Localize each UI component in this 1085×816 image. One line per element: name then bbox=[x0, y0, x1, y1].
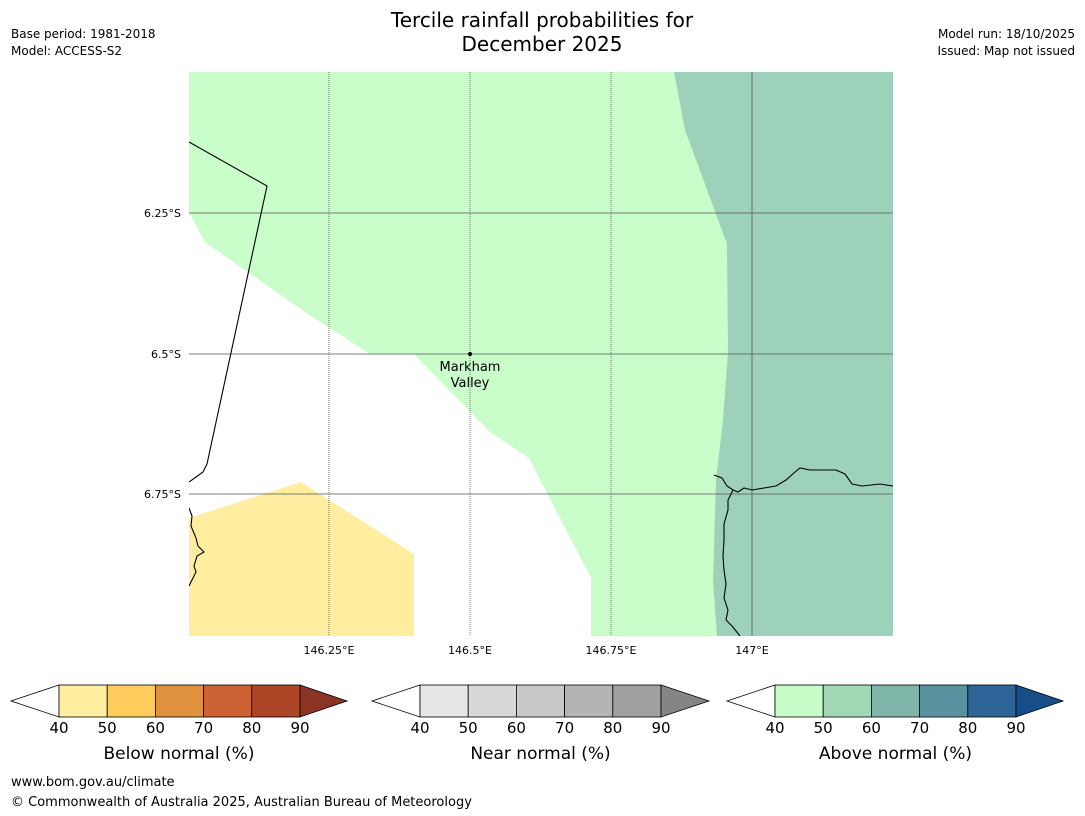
above-colorbar-high-extend bbox=[1015, 684, 1065, 718]
above-colorbar-tick-50: 50 bbox=[814, 719, 833, 737]
lon-label-147: 147°E bbox=[735, 644, 768, 657]
above-colorbar-tick-40: 40 bbox=[765, 719, 784, 737]
above-colorbar-low-extend bbox=[725, 684, 776, 718]
rainfall-map[interactable]: Markham Valley 6.25°S 6.5°S 6.75°S 146.2… bbox=[0, 0, 1085, 660]
lon-label-146-75: 146.75°E bbox=[586, 644, 637, 657]
boundaries bbox=[189, 141, 893, 636]
lat-label-6-25: 6.25°S bbox=[144, 207, 181, 220]
above-colorbar-tick-80: 80 bbox=[958, 719, 977, 737]
above-normal-title: Above normal (%) bbox=[818, 744, 973, 764]
below-colorbar-segment-80 bbox=[251, 684, 301, 718]
model-label: Model: ACCESS-S2 bbox=[11, 44, 123, 58]
above-colorbar-segment-40 bbox=[774, 684, 824, 718]
near-colorbar-segment-50 bbox=[467, 684, 517, 718]
above-colorbar-segment-70 bbox=[919, 684, 969, 718]
near-colorbar-segment-60 bbox=[516, 684, 566, 718]
below-colorbar-segment-70 bbox=[203, 684, 253, 718]
below-normal-title: Below normal (%) bbox=[103, 744, 255, 764]
below-colorbar-low-extend bbox=[9, 684, 60, 718]
below-colorbar-high-extend bbox=[299, 684, 349, 718]
above-colorbar: 40 50 60 70 80 90 bbox=[725, 684, 1065, 737]
near-colorbar-tick-70: 70 bbox=[555, 719, 574, 737]
near-colorbar-segment-70 bbox=[564, 684, 614, 718]
above-colorbar-tick-90: 90 bbox=[1006, 719, 1025, 737]
above-colorbar-segment-80 bbox=[967, 684, 1017, 718]
below-colorbar-tick-50: 50 bbox=[98, 719, 117, 737]
below-colorbar-segment-40 bbox=[58, 684, 108, 718]
lon-label-146-5: 146.5°E bbox=[448, 644, 492, 657]
issued-label: Issued: Map not issued bbox=[937, 44, 1075, 58]
base-period-label: Base period: 1981-2018 bbox=[11, 27, 156, 41]
above-colorbar-segment-60 bbox=[871, 684, 921, 718]
lon-label-146-25: 146.25°E bbox=[304, 644, 355, 657]
near-colorbar-low-extend bbox=[370, 684, 421, 718]
coastline-east bbox=[713, 467, 893, 493]
below-normal-40-region bbox=[189, 482, 414, 636]
below-colorbar-segment-60 bbox=[154, 684, 204, 718]
near-colorbar-tick-90: 90 bbox=[651, 719, 670, 737]
below-colorbar-tick-70: 70 bbox=[194, 719, 213, 737]
near-normal-title: Near normal (%) bbox=[470, 744, 611, 764]
meta-left: Base period: 1981-2018 Model: ACCESS-S2 bbox=[11, 26, 156, 60]
place-label-line-1: Markham bbox=[440, 360, 501, 375]
coastline-west bbox=[189, 507, 205, 587]
above-colorbar-segment-50 bbox=[822, 684, 872, 718]
below-colorbar-tick-90: 90 bbox=[290, 719, 309, 737]
near-colorbar: 40 50 60 70 80 90 bbox=[370, 684, 711, 737]
near-colorbar-segment-40 bbox=[419, 684, 469, 718]
lat-label-6-5: 6.5°S bbox=[151, 348, 181, 361]
province-boundary bbox=[189, 141, 268, 483]
lat-label-6-75: 6.75°S bbox=[144, 488, 181, 501]
near-colorbar-tick-60: 60 bbox=[507, 719, 526, 737]
model-run-label: Model run: 18/10/2025 bbox=[937, 27, 1075, 41]
near-colorbar-segment-80 bbox=[612, 684, 662, 718]
meta-right: Model run: 18/10/2025 Issued: Map not is… bbox=[937, 26, 1075, 60]
near-colorbar-tick-50: 50 bbox=[459, 719, 478, 737]
title-line-2: December 2025 bbox=[461, 32, 623, 56]
below-colorbar-tick-60: 60 bbox=[146, 719, 165, 737]
near-colorbar-tick-80: 80 bbox=[603, 719, 622, 737]
above-colorbar-tick-60: 60 bbox=[862, 719, 881, 737]
near-colorbar-tick-40: 40 bbox=[410, 719, 429, 737]
below-colorbar: 40 50 60 70 80 90 bbox=[9, 684, 349, 737]
colorbar-legend: 40 50 60 70 80 90 40 50 60 70 80 90 40 50 60 70 80 90 bbox=[9, 684, 1065, 737]
footer-website[interactable]: www.bom.gov.au/climate bbox=[11, 775, 175, 790]
below-colorbar-tick-40: 40 bbox=[49, 719, 68, 737]
title-line-1: Tercile rainfall probabilities for bbox=[390, 8, 694, 32]
above-colorbar-tick-70: 70 bbox=[910, 719, 929, 737]
place-marker-icon[interactable] bbox=[468, 352, 472, 356]
place-label-line-2: Valley bbox=[451, 376, 490, 391]
below-colorbar-tick-80: 80 bbox=[242, 719, 261, 737]
below-colorbar-segment-50 bbox=[106, 684, 156, 718]
near-colorbar-high-extend bbox=[660, 684, 711, 718]
map-title: Tercile rainfall probabilities for Decem… bbox=[342, 8, 742, 56]
river-east bbox=[722, 489, 741, 636]
footer-copyright: © Commonwealth of Australia 2025, Austra… bbox=[11, 795, 472, 810]
